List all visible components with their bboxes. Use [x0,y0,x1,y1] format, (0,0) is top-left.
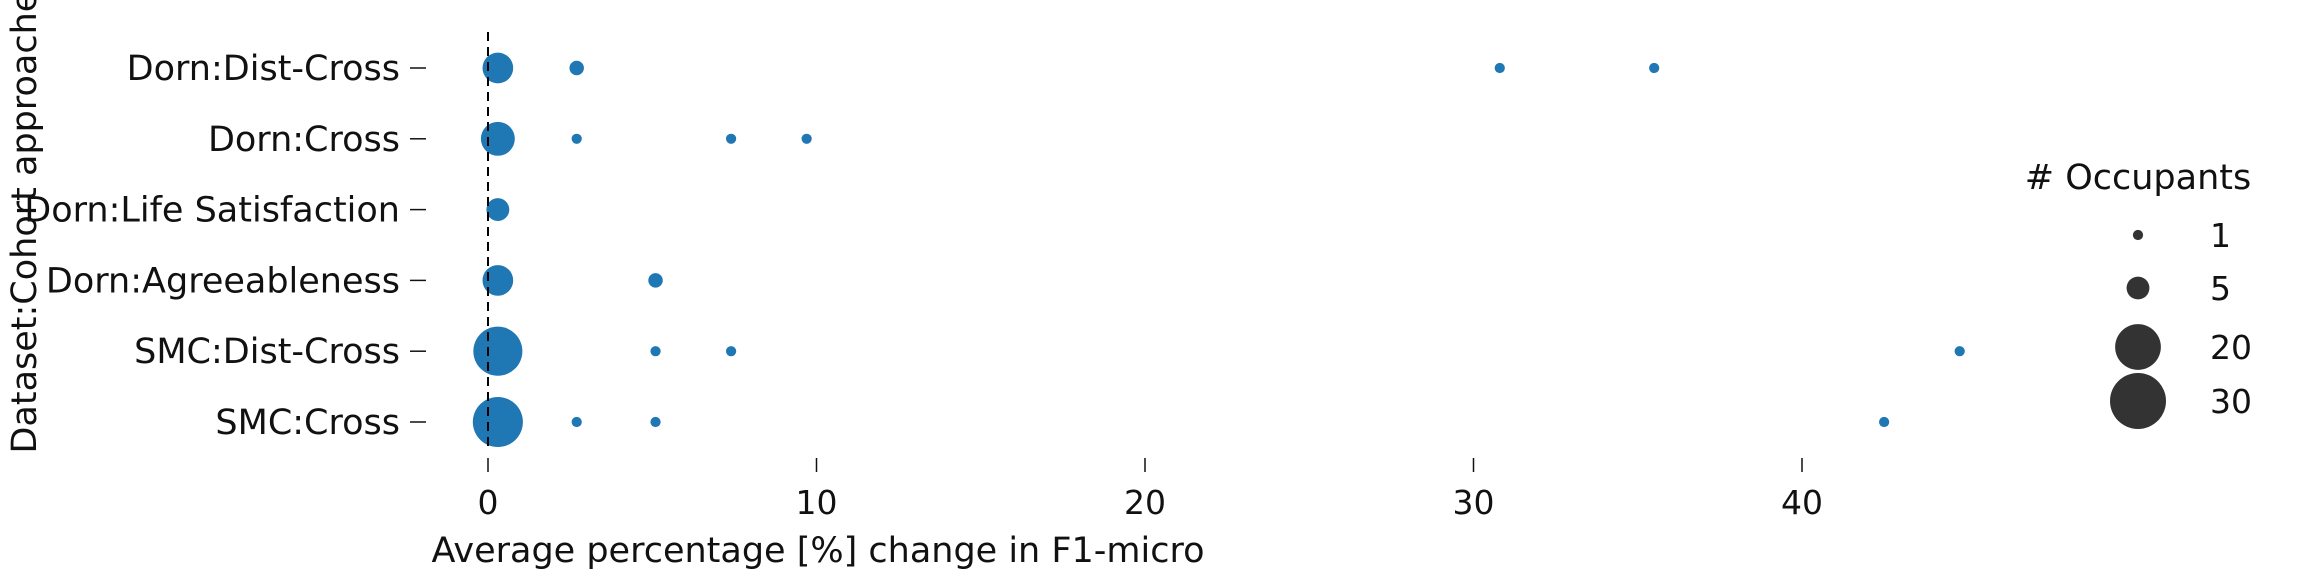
legend-label: 5 [2210,269,2231,308]
data-point [725,133,737,144]
x-tick-label: 10 [796,483,838,522]
data-point [569,60,584,76]
y-axis-label: Dataset:Cohort approaches [5,0,45,454]
x-tick-label: 40 [1781,483,1823,522]
legend-marker [2132,229,2144,241]
data-points [472,52,1965,448]
data-point [1954,346,1965,357]
legend-title: # Occupants [2025,158,2251,198]
legend-label: 30 [2210,382,2252,421]
data-point [480,121,515,156]
y-tick-label: Dorn:Cross [208,120,400,160]
data-point [1494,62,1505,74]
data-point [571,416,582,428]
legend-label: 20 [2210,328,2252,367]
data-point [482,265,514,296]
y-tick-label: Dorn:Agreeableness [46,261,400,301]
data-point [1879,416,1890,428]
legend-marker [2110,373,2166,429]
x-axis-label: Average percentage [%] change in F1-micr… [431,531,1204,571]
y-tick-label: SMC:Cross [215,403,400,443]
legend-marker [2115,324,2161,370]
data-point [648,273,663,288]
y-tick-label: Dorn:Dist-Cross [127,49,400,89]
data-point [650,346,661,357]
data-point [571,133,582,144]
legend-marker [2126,276,2150,300]
data-point [472,396,523,448]
data-point [801,133,812,144]
data-point [725,346,737,357]
data-point [650,416,661,428]
legend-label: 1 [2210,216,2231,255]
x-tick-label: 20 [1124,483,1166,522]
data-point [482,52,514,84]
x-axis: 0 10 20 30 40 [478,458,1823,522]
y-tick-label: Dorn:Life Satisfaction [24,191,400,231]
data-point [1649,62,1660,74]
data-point [486,198,510,222]
x-tick-label: 0 [478,483,499,522]
data-point [473,326,523,376]
y-axis: Dorn:Dist-Cross Dorn:Cross Dorn:Life Satis… [24,49,426,443]
legend: # Occupants 1 5 20 30 [2025,158,2252,429]
x-tick-label: 30 [1453,483,1495,522]
y-tick-label: SMC:Dist-Cross [134,332,400,372]
